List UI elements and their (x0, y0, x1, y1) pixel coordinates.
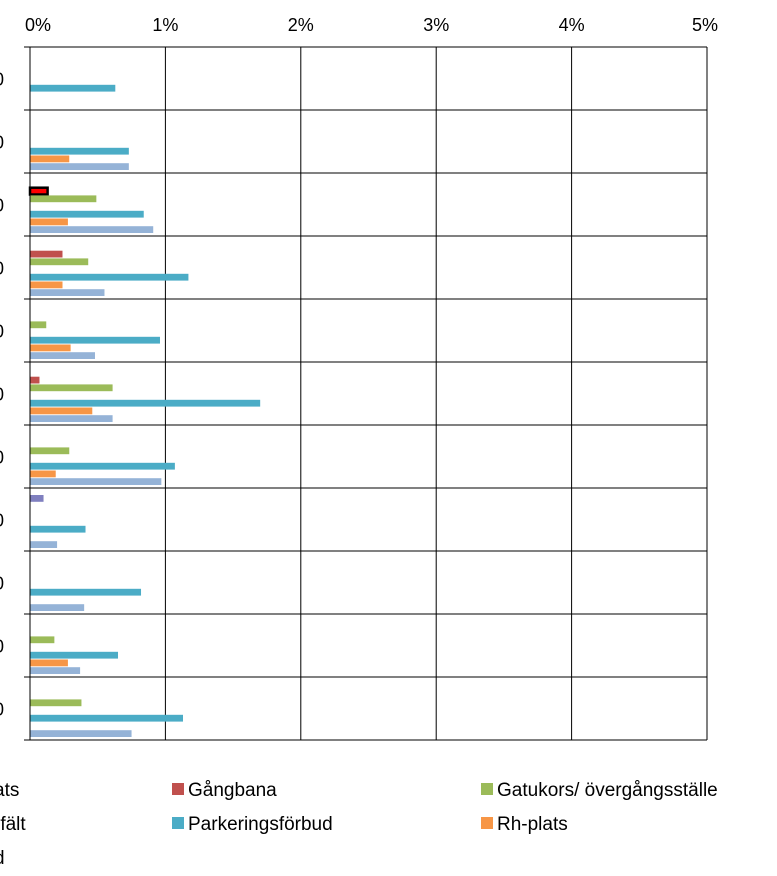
bar (30, 470, 56, 478)
axes: 0% 1% 2% 3% 4% 5% 0 0 0 0 0 0 0 0 0 0 0 (0, 15, 718, 740)
x-tick-label: 1% (152, 15, 178, 35)
bar (30, 541, 58, 548)
bar (30, 195, 97, 203)
bar (30, 667, 81, 674)
legend: ats Gångbana Gatukors/ övergångsställe rfäl… (0, 780, 718, 869)
bar (30, 289, 105, 296)
x-tick-label: 0% (25, 15, 51, 35)
bar (30, 636, 55, 644)
bar (30, 730, 132, 737)
x-tick-label: 5% (692, 15, 718, 35)
bar (30, 714, 184, 722)
bar (30, 226, 154, 233)
y-tick-label: 0 (0, 133, 4, 153)
bar (30, 210, 144, 218)
bar (30, 258, 89, 266)
bar (30, 376, 40, 384)
bars (28, 84, 261, 737)
bar (30, 415, 113, 422)
legend-label: Gångbana (188, 780, 277, 801)
bar (30, 447, 70, 455)
legend-swatch (172, 783, 184, 795)
bar (30, 163, 129, 170)
bar (30, 659, 68, 667)
bar (30, 384, 113, 392)
bar (30, 399, 261, 407)
bar (30, 250, 63, 258)
bar (30, 273, 189, 281)
bar (30, 218, 68, 226)
y-tick-label: 0 (0, 637, 4, 657)
legend-label: rfält (0, 814, 26, 835)
legend-label: Parkeringsförbud (188, 814, 333, 835)
y-tick-label: 0 (0, 700, 4, 720)
bar (30, 407, 93, 415)
y-tick-label: 0 (0, 322, 4, 342)
bar (30, 462, 175, 470)
bar (28, 186, 49, 196)
bar (30, 699, 82, 707)
y-tick-label: 0 (0, 448, 4, 468)
bar (30, 281, 63, 289)
y-tick-label: 0 (0, 196, 4, 216)
legend-swatch (481, 817, 493, 829)
bar (30, 495, 44, 502)
bar (30, 604, 85, 611)
y-tick-label: 0 (0, 70, 4, 90)
bar (30, 352, 95, 359)
x-tick-label: 2% (288, 15, 314, 35)
grid (24, 46, 708, 741)
legend-label: d (0, 848, 5, 869)
bar (30, 344, 71, 352)
y-tick-label: 0 (0, 385, 4, 405)
legend-swatch (481, 783, 493, 795)
legend-swatch (172, 817, 184, 829)
bar (30, 588, 142, 596)
y-tick-label: 0 (0, 574, 4, 594)
legend-label: ats (0, 780, 19, 801)
x-tick-label: 3% (423, 15, 449, 35)
bar (30, 147, 129, 155)
bar (30, 321, 47, 329)
legend-label: Rh-plats (497, 814, 568, 835)
bar (30, 84, 116, 92)
x-tick-label: 4% (559, 15, 585, 35)
bar (30, 478, 162, 485)
y-tick-label: 0 (0, 259, 4, 279)
bar (30, 336, 160, 344)
bar (30, 525, 86, 533)
bar (30, 651, 119, 659)
bar (30, 155, 70, 163)
y-tick-label: 0 (0, 511, 4, 531)
legend-label: Gatukors/ övergångsställe (497, 780, 718, 801)
